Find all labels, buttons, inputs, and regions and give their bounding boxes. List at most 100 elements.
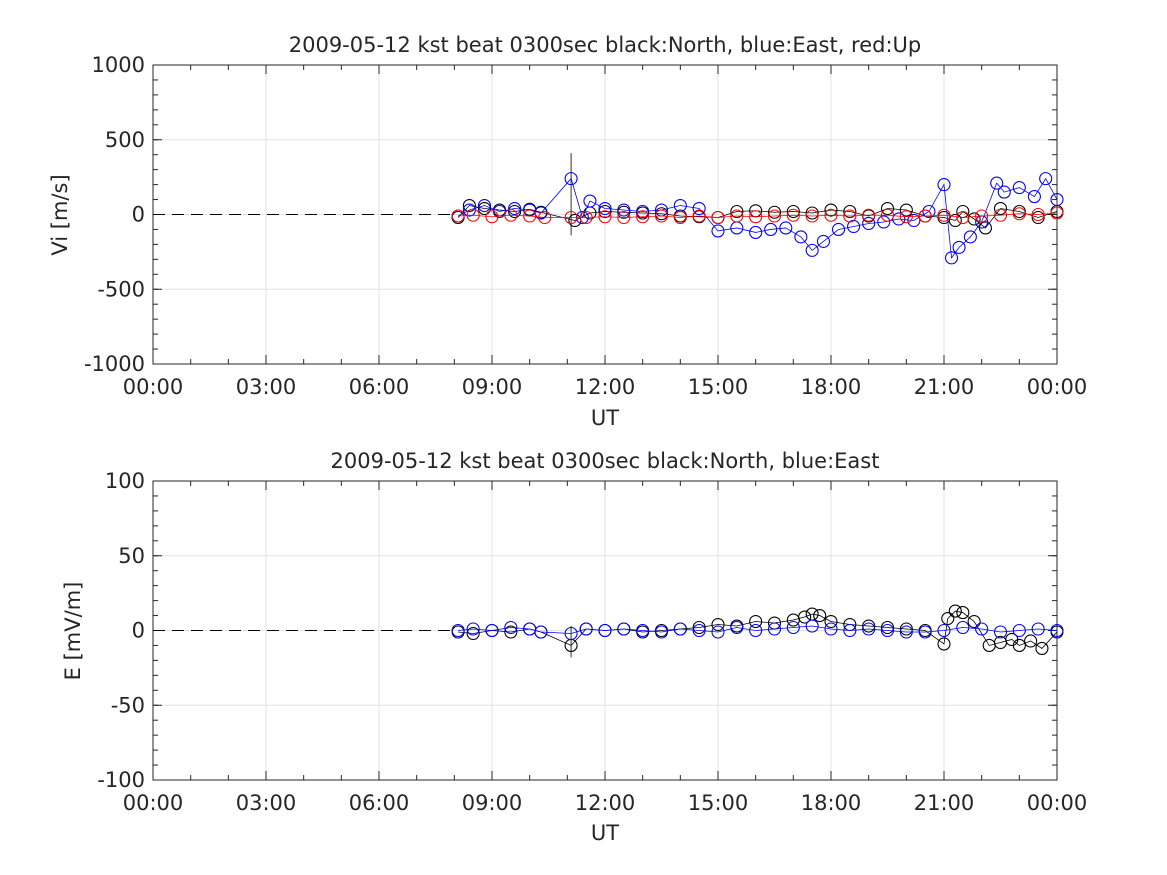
velocity-point-up (1050, 206, 1064, 220)
electric-field-point-east (466, 622, 480, 636)
velocity-point-up (538, 210, 552, 225)
velocity-point-north (805, 206, 819, 220)
electric-field-point-east (692, 623, 706, 638)
electric-field-point-east (767, 622, 782, 636)
electric-field-point-east (862, 622, 876, 636)
velocity-y-tick-label: -500 (97, 277, 145, 301)
electric-field-point-north (1012, 638, 1026, 653)
velocity-x-tick-label: 03:00 (236, 375, 297, 399)
velocity-point-up (975, 209, 989, 223)
electric-field-point-east (843, 623, 857, 638)
velocity-x-tick-label: 00:00 (123, 375, 184, 399)
electric-field-x-tick-label: 21:00 (914, 791, 975, 815)
electric-field-point-east (579, 622, 593, 636)
electric-field-point-east (937, 623, 951, 638)
velocity-point-up (523, 209, 537, 223)
velocity-marks (153, 153, 1064, 265)
velocity-chart-title: 2009-05-12 kst beat 0300sec black:North,… (289, 33, 922, 57)
electric-field-point-east (975, 622, 989, 636)
electric-field-y-tick-label: 0 (132, 619, 145, 643)
velocity-point-north (899, 203, 913, 217)
velocity-point-up (805, 209, 819, 223)
electric-field-y-tick-label: 50 (118, 544, 145, 568)
electric-field-point-east (504, 620, 518, 635)
velocity-point-up (749, 210, 763, 224)
velocity-point-north (477, 201, 492, 216)
electric-field-point-east (805, 619, 819, 633)
electric-field-point-east (485, 623, 499, 638)
electric-field-point-east (534, 625, 548, 639)
velocity-point-up (824, 208, 838, 222)
electric-field-point-east (993, 625, 1008, 639)
velocity-point-east (990, 176, 1004, 190)
electric-field-point-north (937, 637, 951, 651)
velocity-point-east (952, 240, 966, 254)
electric-field-point-east (711, 625, 725, 639)
electric-field-point-north (504, 625, 518, 639)
electric-field-x-tick-label: 06:00 (349, 791, 410, 815)
electric-field-point-east (786, 620, 800, 635)
velocity-point-up (1012, 207, 1026, 221)
velocity-point-up (636, 210, 650, 224)
velocity-point-up (485, 210, 499, 224)
velocity-x-axis-label: UT (591, 406, 619, 430)
electric-field-point-east (654, 625, 669, 639)
electric-field-ticks: 00:00 03:00 06:00 09:00 12:00 15:00 18:00 21:00… (97, 469, 1087, 815)
electric-field-point-east (564, 626, 578, 641)
velocity-point-east (805, 243, 819, 257)
velocity-point-up (654, 209, 669, 223)
velocity-point-east (963, 230, 977, 244)
velocity-point-east (583, 194, 597, 208)
velocity-point-east (816, 234, 831, 248)
velocity-point-up (899, 210, 913, 224)
velocity-point-east (508, 201, 522, 216)
electric-field-point-east (451, 623, 465, 638)
electric-field-point-north (899, 622, 913, 636)
electric-field-point-north (941, 611, 955, 626)
velocity-series-line-north (457, 205, 1058, 229)
velocity-point-east (794, 230, 808, 244)
velocity-point-up (617, 210, 631, 225)
velocity-point-east (937, 178, 951, 192)
electric-field-point-north (798, 610, 812, 624)
electric-field-point-east (617, 622, 631, 636)
electric-field-point-east (636, 623, 650, 638)
electric-field-point-north (1035, 641, 1049, 655)
velocity-point-up (711, 210, 725, 225)
velocity-point-up (767, 209, 782, 223)
velocity-point-up (466, 208, 480, 222)
electric-field-x-tick-label: 00:00 (1027, 791, 1088, 815)
electric-field-x-tick-label: 15:00 (688, 791, 749, 815)
velocity-point-up (843, 209, 857, 223)
velocity-point-up (692, 209, 706, 223)
velocity-point-north (880, 201, 895, 216)
velocity-point-east (1012, 181, 1026, 195)
velocity-point-east (749, 225, 763, 239)
velocity-point-east (997, 185, 1011, 199)
electric-field-point-east (749, 623, 763, 638)
velocity-point-east (907, 213, 921, 228)
electric-field-point-east (880, 623, 895, 638)
velocity-point-up (956, 210, 970, 225)
velocity-point-north (767, 205, 782, 219)
velocity-point-up (579, 210, 593, 225)
velocity-point-up (504, 208, 518, 222)
electric-field-point-east (673, 622, 687, 636)
velocity-point-up (1031, 207, 1045, 222)
electric-field-point-east (598, 623, 612, 638)
electric-field-y-tick-label: 100 (105, 469, 145, 493)
electric-field-point-north (967, 614, 981, 629)
velocity-point-up (673, 210, 687, 225)
electric-field-point-north (813, 608, 827, 623)
velocity-point-north (598, 204, 612, 219)
velocity-point-north (1031, 210, 1045, 225)
velocity-point-east (711, 224, 725, 238)
electric-field-x-tick-label: 09:00 (462, 791, 523, 815)
velocity-x-tick-label: 21:00 (914, 375, 975, 399)
electric-field-x-tick-label: 12:00 (575, 791, 636, 815)
velocity-point-east (636, 204, 650, 219)
electric-field-point-east (1050, 623, 1064, 638)
velocity-point-north (462, 198, 476, 213)
electric-field-y-tick-label: -100 (97, 768, 145, 792)
